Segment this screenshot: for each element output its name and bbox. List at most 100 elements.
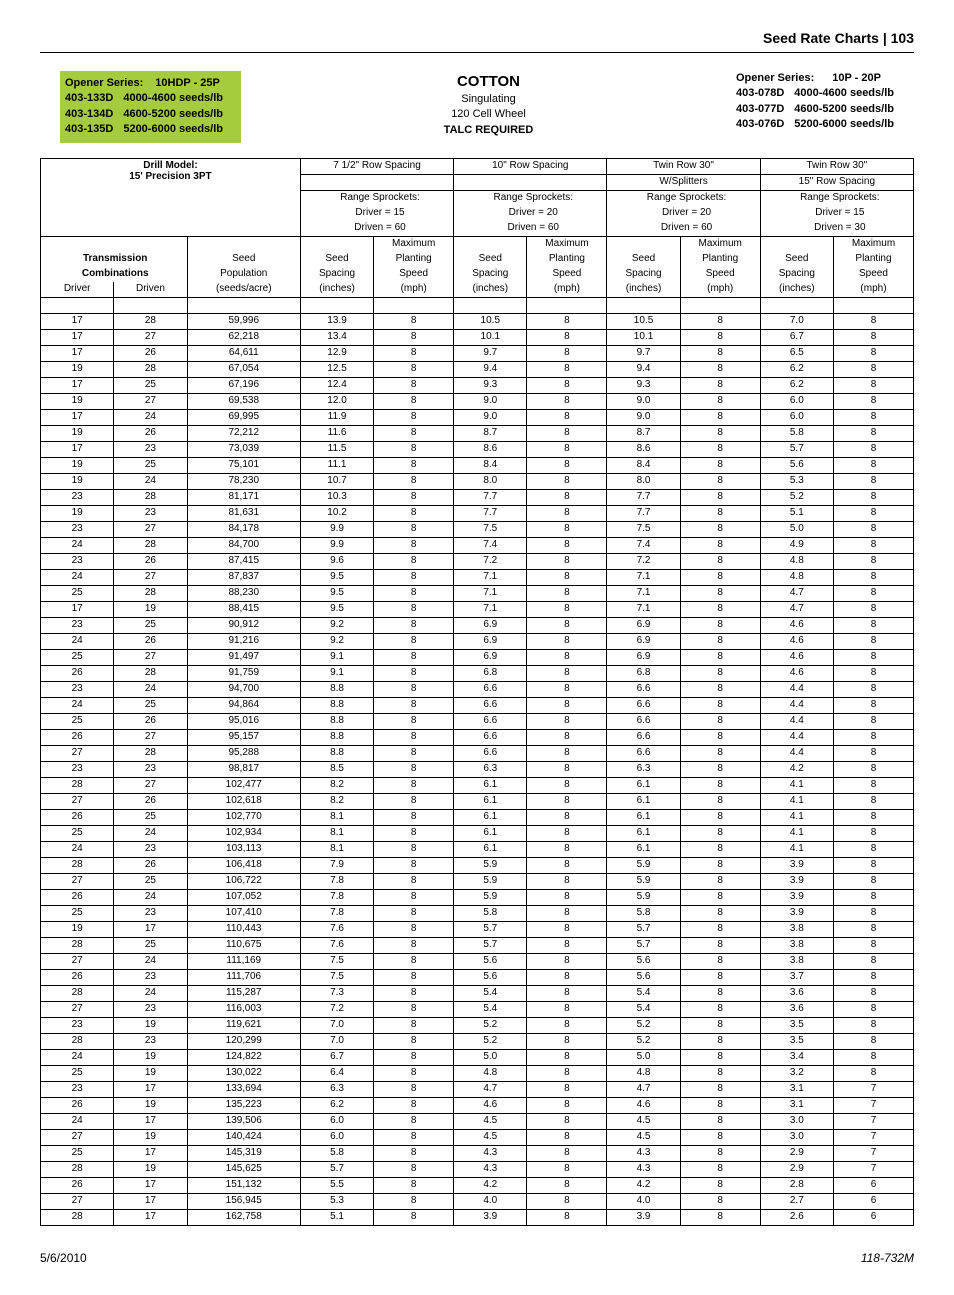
data-cell: 8 (527, 345, 607, 361)
data-cell: 8 (680, 393, 760, 409)
data-cell: 4.7 (760, 601, 833, 617)
table-row: 172664,61112.989.789.786.58 (41, 345, 914, 361)
data-cell: 5.6 (454, 953, 527, 969)
data-cell: 25 (41, 585, 114, 601)
data-cell: 7 (833, 1113, 913, 1129)
data-cell: 6.6 (607, 681, 680, 697)
data-cell: 8 (374, 569, 454, 585)
data-cell: 8.6 (607, 441, 680, 457)
data-cell: 8 (833, 457, 913, 473)
data-cell: 7.6 (300, 937, 373, 953)
data-cell: 26 (41, 1177, 114, 1193)
data-cell: 8 (680, 857, 760, 873)
data-cell: 78,230 (187, 473, 300, 489)
data-cell: 7.8 (300, 873, 373, 889)
data-cell: 8 (833, 793, 913, 809)
data-cell: 27 (114, 777, 187, 793)
spacer-cell (527, 297, 607, 313)
table-row: 252695,0168.886.686.684.48 (41, 713, 914, 729)
data-cell: 9.2 (300, 617, 373, 633)
data-cell: 8 (680, 1161, 760, 1177)
spacer-cell (41, 206, 301, 221)
hdr-cell: (inches) (300, 282, 373, 298)
data-cell: 8 (527, 601, 607, 617)
data-cell: 8 (374, 649, 454, 665)
data-cell: 8 (833, 937, 913, 953)
data-cell: 23 (114, 1001, 187, 1017)
data-cell: 24 (41, 1049, 114, 1065)
data-cell: 8 (374, 825, 454, 841)
data-cell: 28 (114, 745, 187, 761)
table-row: 2724111,1697.585.685.683.88 (41, 953, 914, 969)
data-cell: 8 (374, 425, 454, 441)
data-cell: 3.9 (760, 889, 833, 905)
data-cell: 84,178 (187, 521, 300, 537)
data-cell: 102,477 (187, 777, 300, 793)
data-cell: 8 (527, 1145, 607, 1161)
data-cell: 8 (680, 1129, 760, 1145)
data-cell: 69,538 (187, 393, 300, 409)
data-cell: 8 (374, 665, 454, 681)
part-row: 403-078D4000-4600 seeds/lb (736, 86, 894, 101)
part-desc: 4000-4600 seeds/lb (794, 87, 894, 99)
data-cell: 5.3 (760, 473, 833, 489)
crop-sub1: Singulating (444, 92, 534, 107)
data-cell: 3.5 (760, 1017, 833, 1033)
data-cell: 9.5 (300, 585, 373, 601)
data-cell: 151,132 (187, 1177, 300, 1193)
data-cell: 3.8 (760, 921, 833, 937)
data-cell: 23 (41, 521, 114, 537)
data-cell: 8 (527, 937, 607, 953)
data-cell: 8 (833, 409, 913, 425)
data-cell: 6.6 (454, 713, 527, 729)
data-cell: 27 (41, 953, 114, 969)
part-row: 403-133D4000-4600 seeds/lb (65, 91, 223, 106)
data-cell: 26 (41, 665, 114, 681)
data-cell: 3.9 (760, 873, 833, 889)
data-cell: 27 (114, 329, 187, 345)
table-row: 2825110,6757.685.785.783.88 (41, 937, 914, 953)
hdr-cell: Spacing (454, 267, 527, 282)
data-cell: 24 (114, 985, 187, 1001)
data-cell: 8 (374, 969, 454, 985)
data-cell: 62,218 (187, 329, 300, 345)
table-row: 192769,53812.089.089.086.08 (41, 393, 914, 409)
group-name: 10" Row Spacing (454, 158, 607, 174)
data-cell: 9.9 (300, 537, 373, 553)
data-cell: 6.6 (607, 697, 680, 713)
data-cell: 8 (833, 585, 913, 601)
data-cell: 8 (527, 633, 607, 649)
data-cell: 8 (680, 745, 760, 761)
data-cell: 8 (374, 697, 454, 713)
table-row: 2319119,6217.085.285.283.58 (41, 1017, 914, 1033)
hdr-cell: Maximum (680, 236, 760, 252)
data-cell: 6.0 (300, 1129, 373, 1145)
data-cell: 8 (833, 537, 913, 553)
table-row: 232398,8178.586.386.384.28 (41, 761, 914, 777)
data-cell: 8 (374, 1001, 454, 1017)
data-cell: 28 (114, 585, 187, 601)
data-cell: 6.0 (300, 1113, 373, 1129)
data-cell: 8 (833, 1065, 913, 1081)
data-cell: 110,675 (187, 937, 300, 953)
hdr-cell (41, 236, 188, 252)
data-cell: 3.0 (760, 1113, 833, 1129)
data-cell: 8 (833, 649, 913, 665)
data-cell: 162,758 (187, 1209, 300, 1225)
data-cell: 6.7 (760, 329, 833, 345)
data-cell: 17 (41, 377, 114, 393)
data-cell: 24 (41, 633, 114, 649)
data-cell: 8 (833, 889, 913, 905)
data-cell: 69,995 (187, 409, 300, 425)
data-cell: 8 (527, 921, 607, 937)
data-cell: 8 (374, 985, 454, 1001)
data-cell: 27 (114, 569, 187, 585)
data-cell: 8 (527, 505, 607, 521)
table-row: 172567,19612.489.389.386.28 (41, 377, 914, 393)
data-cell: 7.4 (607, 537, 680, 553)
data-cell: 5.4 (454, 1001, 527, 1017)
data-cell: 8 (833, 313, 913, 329)
table-row: 2717156,9455.384.084.082.76 (41, 1193, 914, 1209)
hdr-cell: Seed (607, 252, 680, 267)
data-cell: 17 (41, 345, 114, 361)
